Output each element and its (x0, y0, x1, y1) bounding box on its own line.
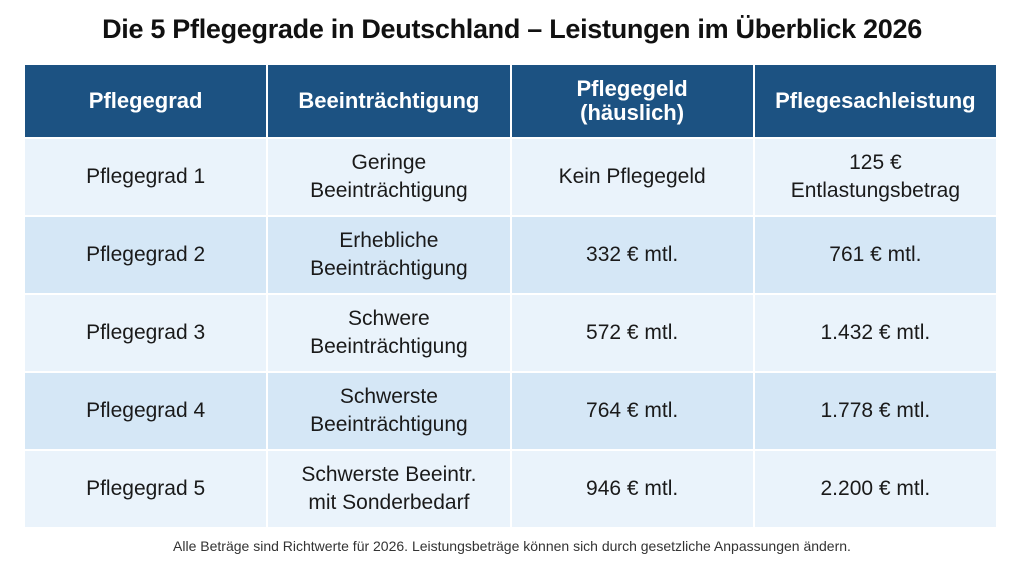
header-pflegegrad: Pflegegrad (25, 65, 267, 137)
table-row: Pflegegrad 5 Schwerste Beeintr. mit Sonde… (25, 451, 996, 527)
cell-pflegegrad: Pflegegrad 1 (25, 139, 267, 215)
cell-beeintraechtigung: Erhebliche Beeinträchtigung (268, 217, 510, 293)
cell-pflegegeld: Kein Pflegegeld (511, 139, 753, 215)
cell-beeintraechtigung: Schwere Beeinträchtigung (268, 295, 510, 371)
cell-pflegesachleistung: 1.432 € mtl. (754, 295, 996, 371)
cell-pflegegrad: Pflegegrad 2 (25, 217, 267, 293)
cell-beeintraechtigung: Schwerste Beeintr. mit Sonderbedarf (268, 451, 510, 527)
pflegegrade-table: Pflegegrad Beeinträchtigung Pflegegeld (… (23, 63, 998, 529)
cell-pflegegrad: Pflegegrad 5 (25, 451, 267, 527)
cell-pflegesachleistung: 1.778 € mtl. (754, 373, 996, 449)
header-row: Pflegegrad Beeinträchtigung Pflegegeld (… (25, 65, 996, 137)
table-row: Pflegegrad 2 Erhebliche Beeinträchtigung 3… (25, 217, 996, 293)
cell-beeintraechtigung: Geringe Beeinträchtigung (268, 139, 510, 215)
header-pflegegeld: Pflegegeld (häuslich) (511, 65, 753, 137)
page-title: Die 5 Pflegegrade in Deutschland – Leist… (102, 14, 922, 44)
cell-beeintraechtigung: Schwerste Beeinträchtigung (268, 373, 510, 449)
cell-pflegegeld: 332 € mtl. (511, 217, 753, 293)
table-row: Pflegegrad 3 Schwere Beeinträchtigung 572 … (25, 295, 996, 371)
table-row: Pflegegrad 1 Geringe Beeinträchtigung Kein… (25, 139, 996, 215)
cell-pflegesachleistung: 125 € Entlastungsbetrag (754, 139, 996, 215)
header-beeintraechtigung: Beeinträchtigung (268, 65, 510, 137)
header-pflegesachleistung: Pflegesachleistung (754, 65, 996, 137)
cell-pflegesachleistung: 2.200 € mtl. (754, 451, 996, 527)
cell-pflegegrad: Pflegegrad 3 (25, 295, 267, 371)
cell-pflegegeld: 572 € mtl. (511, 295, 753, 371)
cell-pflegegrad: Pflegegrad 4 (25, 373, 267, 449)
cell-pflegesachleistung: 761 € mtl. (754, 217, 996, 293)
cell-pflegegeld: 764 € mtl. (511, 373, 753, 449)
table-row: Pflegegrad 4 Schwerste Beeinträchtigung 76… (25, 373, 996, 449)
cell-pflegegeld: 946 € mtl. (511, 451, 753, 527)
footnote: Alle Beträge sind Richtwerte für 2026. L… (173, 538, 851, 554)
